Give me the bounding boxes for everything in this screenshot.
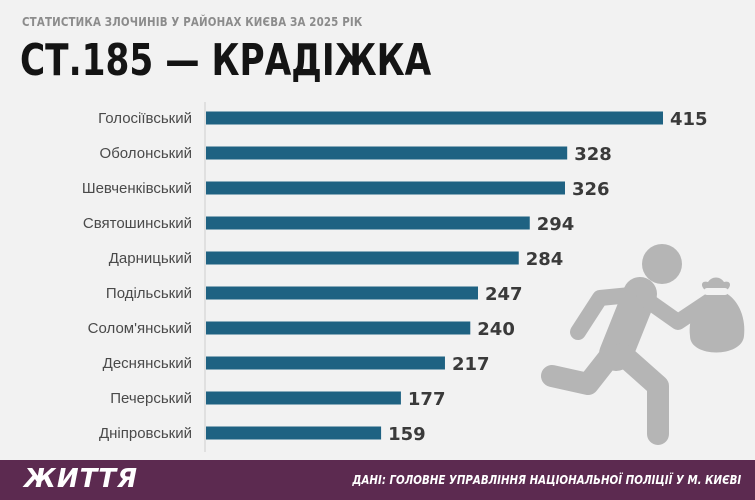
value-label: 247 [485,284,523,305]
value-label: 240 [477,319,515,340]
running-thief-with-money-bag-icon [541,244,745,445]
category-label: Дарницький [109,250,192,267]
bar [206,286,478,300]
bar [206,391,401,405]
category-label: Оболонський [100,145,192,162]
category-label: Солом'янський [88,320,192,337]
bar [206,181,565,195]
brand-logo: ЖИТТЯ [24,464,139,494]
category-label: Печерський [110,390,192,407]
footer-bar: ЖИТТЯ ДАНІ: ГОЛОВНЕ УПРАВЛІННЯ НАЦІОНАЛЬ… [0,460,755,500]
bar-chart: Голосіївський 415 Оболонський 328 Шевченківс… [82,102,708,452]
bar [206,251,519,265]
category-label: Святошинський [83,215,192,232]
bar [206,111,663,125]
chart-title: СТ.185 — КРАДІЖКА [20,35,432,86]
data-source: ДАНІ: ГОЛОВНЕ УПРАВЛІННЯ НАЦІОНАЛЬНОЇ ПО… [352,472,741,487]
category-label: Голосіївський [98,110,192,127]
bar [206,426,382,440]
bar [206,321,471,335]
value-label: 159 [388,424,426,445]
value-label: 217 [452,354,490,375]
chart-subtitle: СТАТИСТИКА ЗЛОЧИНІВ У РАЙОНАХ КИЄВА ЗА 2… [22,14,363,29]
category-label: Подільський [106,285,192,302]
value-label: 415 [670,109,708,130]
value-label: 294 [537,214,575,235]
category-label: Шевченківський [82,180,192,197]
value-label: 284 [526,249,564,270]
bar [206,146,568,160]
value-label: 328 [574,144,612,165]
category-label: Дніпровський [99,425,192,442]
value-label: 326 [572,179,610,200]
bar [206,216,530,230]
bar [206,356,445,370]
category-label: Деснянський [103,355,192,372]
value-label: 177 [408,389,446,410]
